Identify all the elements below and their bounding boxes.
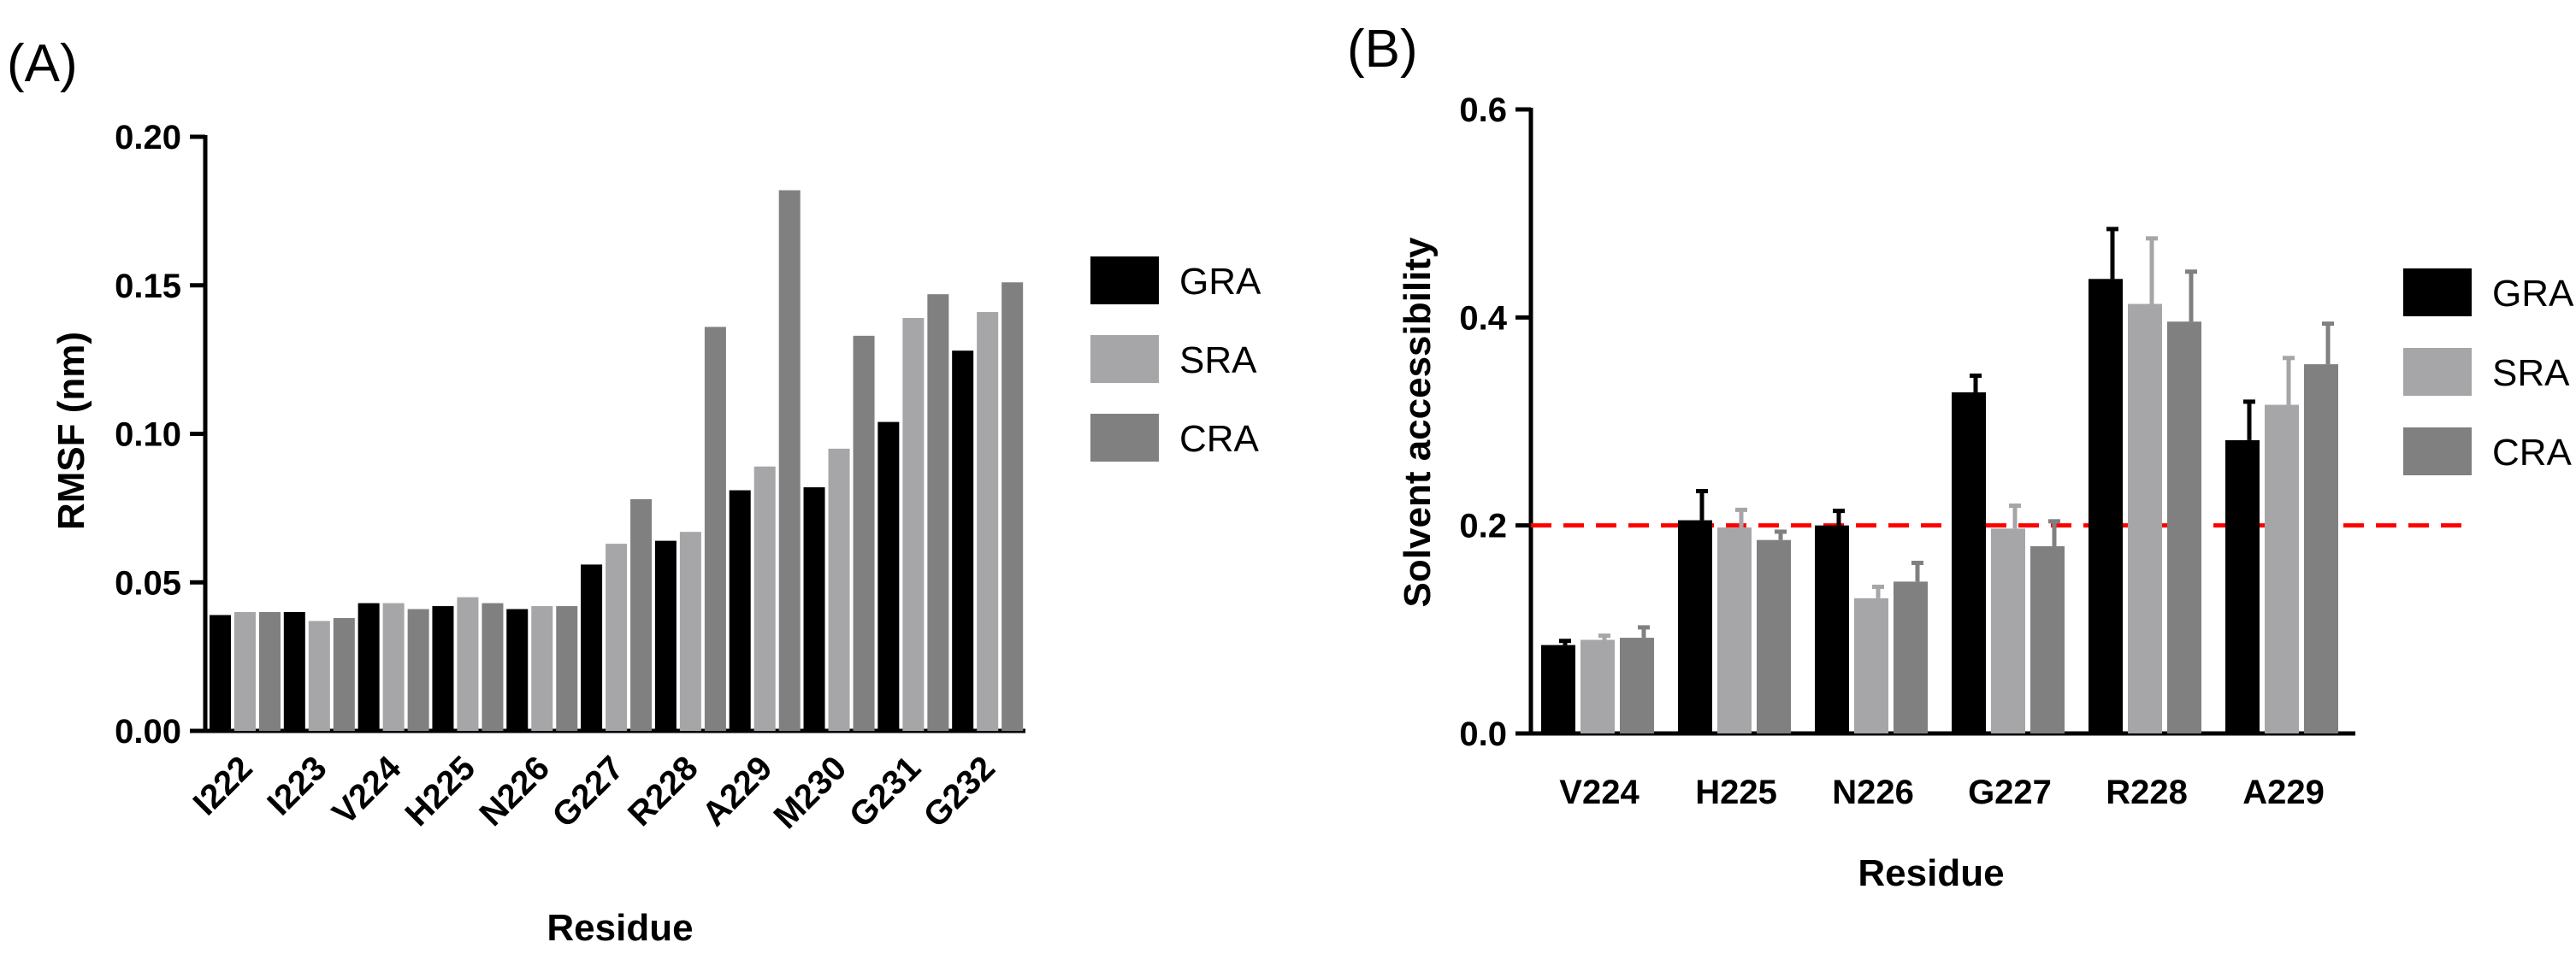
- panel-a-bar-cra-i222: [259, 612, 281, 731]
- panel-a-bar-gra-g227: [581, 564, 603, 731]
- panel-a-bar-sra-i223: [308, 621, 330, 731]
- panel-a-y-tick-label: 0.20: [115, 119, 181, 156]
- panel-a-legend-swatch-gra: [1090, 256, 1159, 304]
- panel-a-bar-gra-m230: [803, 487, 825, 731]
- panel-b-bar-sra-r228: [2128, 303, 2162, 733]
- panel-b-x-tick-label: N226: [1832, 774, 1914, 811]
- panel-b-legend-swatch-gra: [2403, 268, 2472, 316]
- panel-a-bar-gra-g232: [952, 350, 974, 731]
- panel-b-bar-cra-v224: [1620, 638, 1654, 733]
- panel-a-bar-sra-h225: [457, 597, 479, 731]
- panel-a-x-tick-label: M230: [766, 749, 854, 836]
- panel-a-bar-gra-v224: [357, 603, 380, 731]
- panel-b-chart: 0.0 0.2 0.4 0.6 V224 H225 N226 G227 R228 A229 GRA S…: [1459, 91, 2574, 811]
- panel-a-ylabel: RMSF (nm): [50, 332, 92, 530]
- panel-a-bar-cra-g227: [630, 498, 653, 731]
- panel-a-legend-label-cra: CRA: [1179, 418, 1260, 460]
- panel-b-bar-cra-g227: [2030, 546, 2065, 733]
- panel-a-bar-gra-h225: [432, 606, 454, 731]
- panel-a-x-tick-label: H225: [398, 749, 482, 833]
- panel-a-legend-swatch-sra: [1090, 335, 1159, 383]
- panel-a-x-tick-label: A229: [695, 749, 780, 833]
- panel-b-bar-cra-h225: [1757, 539, 1791, 733]
- panel-a-x-tick-label: V224: [325, 749, 409, 833]
- panel-b-x-tick-label: V224: [1559, 774, 1640, 811]
- panel-a-bar-cra-n226: [556, 606, 578, 731]
- panel-b-bar-sra-h225: [1717, 527, 1752, 733]
- panel-b-bar-gra-g227: [1952, 392, 1986, 733]
- panel-b-y-tick-label: 0.2: [1459, 508, 1507, 545]
- panel-a-bar-sra-v224: [382, 603, 405, 731]
- panel-b-ylabel: Solvent accessibility: [1397, 237, 1439, 607]
- panel-b-bar-sra-n226: [1854, 598, 1888, 733]
- panel-a-y-tick-label: 0.00: [115, 713, 181, 751]
- panel-a-bar-gra-i223: [283, 612, 305, 731]
- panel-b-y-tick-label: 0.0: [1459, 716, 1507, 753]
- panel-a-bar-cra-g232: [1001, 282, 1024, 731]
- panel-a-legend-label-gra: GRA: [1179, 261, 1261, 303]
- panel-b-legend-label-sra: SRA: [2492, 352, 2570, 394]
- panel-a-bar-gra-n226: [506, 609, 529, 731]
- panel-a-bar-cra-i223: [333, 617, 355, 731]
- panel-b-label: (B): [1347, 20, 1418, 79]
- panel-a-bar-cra-h225: [482, 603, 504, 731]
- panel-b-bar-gra-a229: [2225, 439, 2260, 733]
- panel-a-bar-sra-n226: [531, 606, 553, 731]
- panel-a-x-tick-label: G231: [842, 749, 928, 834]
- panel-b-legend-swatch-cra: [2403, 427, 2472, 475]
- panel-a-x-tick-label: N226: [472, 749, 557, 833]
- panel-a-y-tick-label: 0.10: [115, 416, 181, 454]
- panel-a-bar-sra-r228: [679, 532, 701, 731]
- panel-a-x-tick-label: G227: [546, 749, 631, 834]
- panel-b-bar-cra-r228: [2167, 321, 2201, 733]
- panel-a-bar-sra-a229: [753, 466, 776, 731]
- panel-a-legend-swatch-cra: [1090, 414, 1159, 462]
- panel-a-x-tick-label: G232: [917, 749, 1002, 834]
- panel-a-bar-gra-a229: [729, 490, 751, 731]
- panel-a-bar-sra-g231: [902, 317, 925, 731]
- panel-a-chart: 0.00 0.05 0.10 0.15 0.20 I222 I223V224H225N226…: [115, 119, 1261, 836]
- panel-a-y-tick-label: 0.15: [115, 268, 181, 305]
- panel-a-y-tick-label: 0.05: [115, 564, 181, 602]
- panel-a-x-tick-label: I222: [186, 749, 260, 822]
- panel-a-x-tick-label: I223: [260, 749, 334, 822]
- panel-b-bar-cra-n226: [1894, 581, 1928, 733]
- panel-a-bar-gra-r228: [654, 540, 676, 731]
- panel-b-bar-gra-h225: [1678, 520, 1712, 733]
- panel-a-x-tick-label: R228: [621, 749, 706, 833]
- panel-b-legend-swatch-sra: [2403, 348, 2472, 396]
- panel-a-bar-cra-r228: [704, 327, 726, 731]
- panel-a-bar-gra-i222: [210, 615, 231, 731]
- panel-a-label: (A): [7, 34, 78, 93]
- panel-b-y-tick-label: 0.6: [1459, 91, 1507, 129]
- panel-a-bar-sra-i222: [234, 612, 256, 731]
- panel-b-legend-label-gra: GRA: [2492, 273, 2574, 315]
- panel-b-x-tick-label: H225: [1695, 774, 1777, 811]
- panel-b-bar-sra-a229: [2265, 404, 2299, 733]
- panel-a-bar-cra-m230: [853, 335, 875, 731]
- panel-b-x-tick-label: G227: [1968, 774, 2052, 811]
- panel-b-xlabel: Residue: [1858, 852, 2004, 894]
- panel-b-legend-label-cra: CRA: [2492, 432, 2573, 474]
- panel-a-bar-cra-g231: [927, 294, 949, 731]
- panel-a-bar-gra-g231: [877, 421, 900, 731]
- panel-b-x-tick-label: R228: [2106, 774, 2188, 811]
- panel-b-bar-sra-v224: [1580, 639, 1615, 733]
- panel-a-bar-cra-a229: [778, 190, 801, 732]
- panel-b-y-tick-label: 0.4: [1459, 299, 1507, 337]
- panel-b-bar-cra-a229: [2304, 364, 2338, 733]
- panel-b-bar-sra-g227: [1991, 528, 2025, 733]
- panel-a-bar-sra-g227: [606, 544, 628, 731]
- panel-a-bar-sra-m230: [828, 448, 850, 731]
- panel-a-bar-sra-g232: [977, 312, 999, 731]
- panel-a-legend-label-sra: SRA: [1179, 339, 1257, 381]
- panel-b-x-tick-label: A229: [2242, 774, 2325, 811]
- panel-b-bar-gra-r228: [2089, 279, 2123, 734]
- panel-a-xlabel: Residue: [547, 907, 693, 949]
- panel-a-bar-cra-v224: [407, 609, 429, 731]
- panel-b-bar-gra-n226: [1815, 525, 1849, 733]
- panel-b-bar-gra-v224: [1541, 645, 1575, 733]
